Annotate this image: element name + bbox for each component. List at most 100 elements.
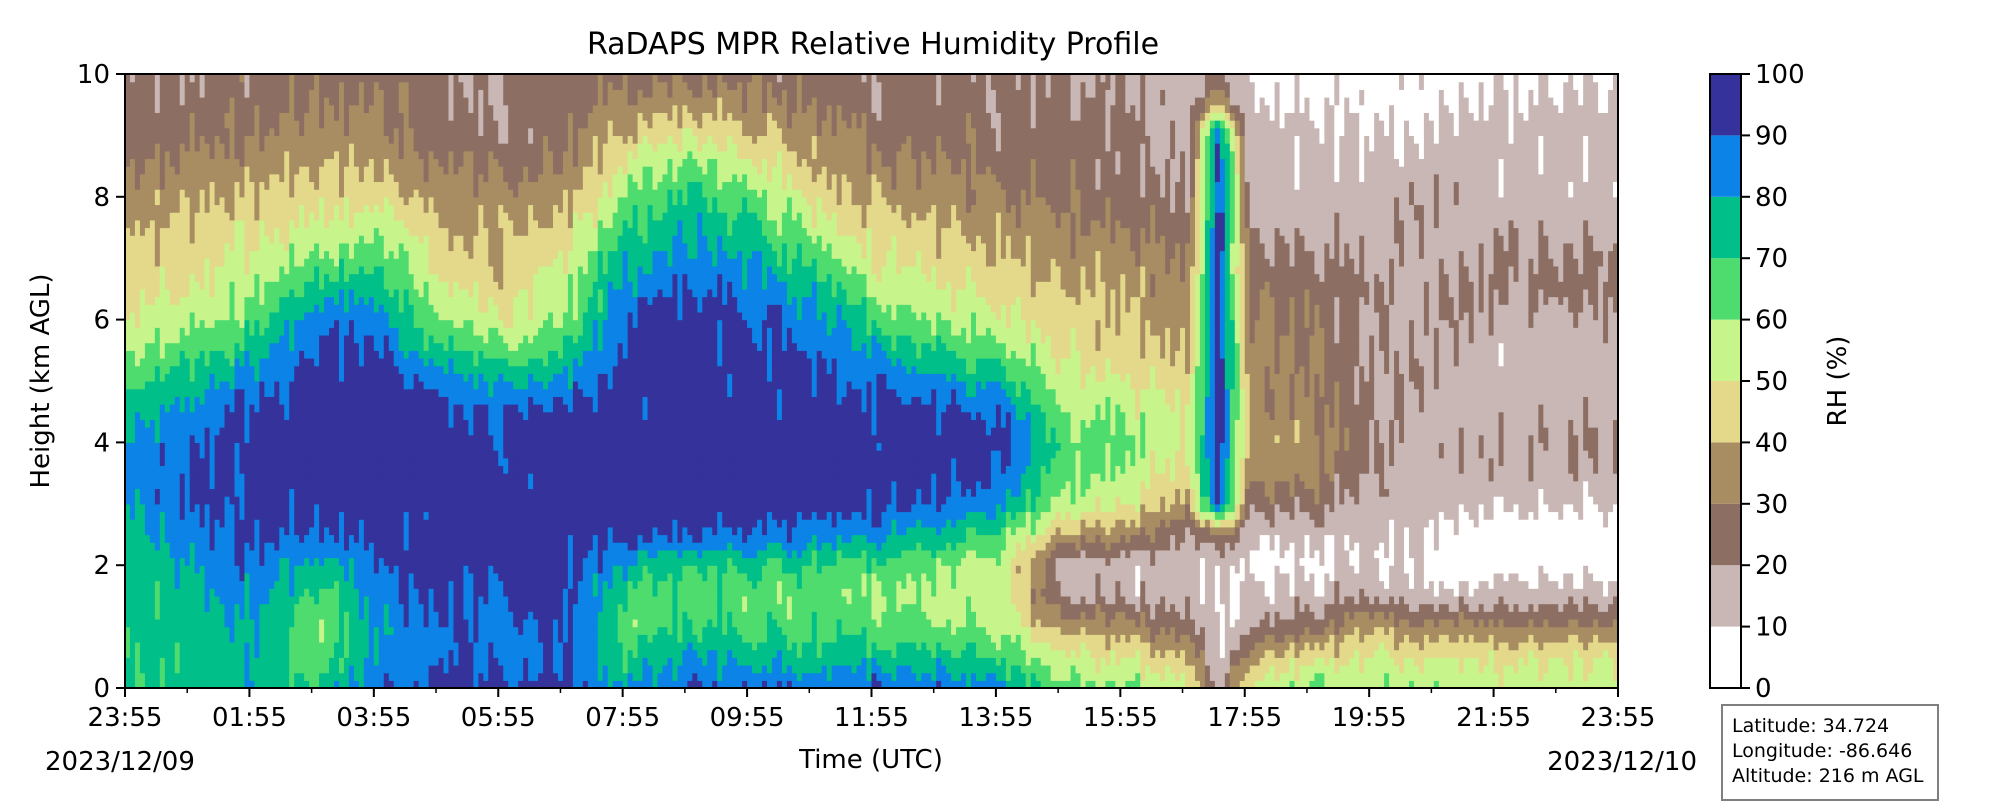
- rh-cell: [274, 519, 280, 528]
- rh-cell: [343, 649, 350, 658]
- rh-cell: [383, 427, 390, 436]
- rh-cell: [274, 419, 280, 428]
- rh-cell: [363, 227, 370, 236]
- rh-cell: [428, 465, 435, 474]
- rh-cell: [408, 288, 415, 298]
- rh-cell: [378, 311, 385, 321]
- rh-cell: [329, 618, 335, 628]
- rh-cell: [164, 442, 171, 451]
- rh-cell: [393, 304, 400, 313]
- rh-cell: [329, 350, 335, 359]
- rh-cell: [259, 450, 265, 459]
- rh-cell: [239, 112, 246, 121]
- rh-cell: [214, 618, 221, 628]
- rh-cell: [169, 526, 176, 536]
- rh-cell: [408, 227, 415, 236]
- rh-cell: [403, 396, 410, 405]
- rh-cell: [339, 342, 345, 351]
- rh-cell: [259, 112, 265, 121]
- rh-cell: [219, 419, 226, 428]
- rh-cell: [224, 664, 231, 674]
- rh-cell: [388, 143, 395, 152]
- rh-cell: [398, 649, 405, 658]
- rh-cell: [343, 235, 350, 244]
- rh-cell: [324, 265, 330, 275]
- rh-cell: [154, 557, 161, 566]
- rh-cell: [149, 496, 156, 505]
- rh-cell: [229, 265, 236, 275]
- rh-cell: [329, 396, 335, 405]
- rh-cell: [373, 120, 380, 129]
- rh-cell: [423, 258, 430, 267]
- rh-cell: [199, 158, 206, 167]
- rh-cell: [269, 381, 275, 390]
- rh-cell: [219, 250, 226, 259]
- rh-cell: [353, 565, 360, 574]
- rh-cell: [343, 526, 350, 536]
- rh-cell: [274, 618, 280, 628]
- rh-cell: [294, 204, 300, 213]
- rh-cell: [144, 450, 151, 459]
- rh-cell: [378, 242, 385, 252]
- rh-cell: [189, 496, 196, 505]
- rh-cell: [418, 89, 425, 98]
- rh-cell: [339, 442, 345, 451]
- rh-cell: [423, 158, 430, 167]
- rh-cell: [299, 74, 305, 83]
- rh-cell: [274, 319, 280, 328]
- rh-cell: [329, 357, 335, 367]
- rh-cell: [164, 311, 171, 321]
- rh-cell: [408, 381, 415, 390]
- rh-cell: [373, 626, 380, 635]
- rh-cell: [149, 97, 156, 106]
- rh-cell: [174, 288, 181, 298]
- rh-cell: [264, 634, 270, 643]
- rh-cell: [324, 657, 330, 666]
- rh-cell: [244, 219, 251, 229]
- rh-cell: [154, 104, 161, 113]
- rh-cell: [259, 196, 265, 206]
- rh-cell: [194, 457, 201, 467]
- rh-cell: [348, 150, 355, 160]
- rh-cell: [428, 373, 435, 382]
- rh-cell: [259, 227, 265, 236]
- rh-cell: [249, 488, 255, 497]
- rh-cell: [393, 618, 400, 628]
- rh-cell: [433, 626, 440, 635]
- rh-cell: [194, 680, 201, 688]
- rh-cell: [264, 442, 270, 451]
- rh-cell: [199, 649, 206, 658]
- rh-cell: [134, 97, 141, 106]
- rh-cell: [194, 618, 201, 628]
- rh-cell: [199, 350, 206, 359]
- rh-cell: [204, 411, 211, 420]
- rh-cell: [334, 373, 340, 382]
- rh-cell: [398, 457, 405, 467]
- rh-cell: [408, 334, 415, 344]
- rh-cell: [358, 311, 365, 321]
- rh-cell: [184, 434, 191, 444]
- rh-cell: [408, 158, 415, 167]
- rh-cell: [309, 273, 315, 282]
- rh-cell: [304, 327, 310, 336]
- rh-cell: [169, 381, 176, 390]
- rh-cell: [209, 319, 216, 328]
- rh-cell: [244, 319, 251, 328]
- rh-cell: [353, 242, 360, 252]
- rh-cell: [413, 542, 420, 551]
- rh-cell: [299, 649, 305, 658]
- rh-cell: [269, 81, 275, 90]
- rh-contour-field: [125, 74, 1618, 688]
- rh-cell: [423, 281, 430, 290]
- rh-cell: [418, 557, 425, 566]
- rh-cell: [249, 357, 255, 367]
- rh-cell: [244, 135, 251, 144]
- rh-cell: [199, 81, 206, 90]
- plot-area: [124, 73, 1619, 689]
- rh-cell: [334, 357, 340, 367]
- rh-cell: [418, 549, 425, 559]
- rh-cell: [154, 143, 161, 152]
- rh-cell: [393, 327, 400, 336]
- rh-cell: [304, 350, 310, 359]
- rh-cell: [159, 641, 166, 651]
